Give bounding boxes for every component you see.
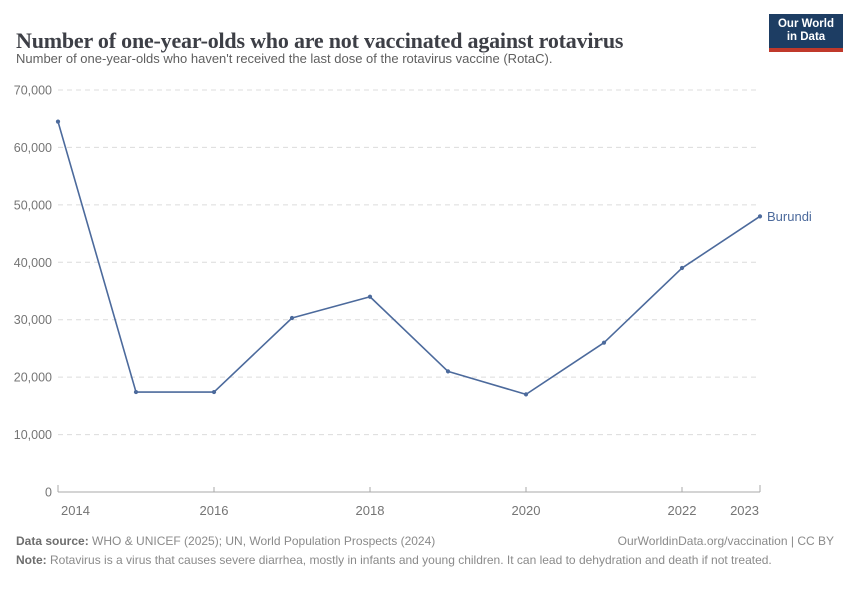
- x-axis-tick-label: 2018: [356, 503, 385, 518]
- note-label: Note:: [16, 553, 47, 567]
- page-title: Number of one-year-olds who are not vacc…: [16, 27, 624, 53]
- y-axis-tick-label: 0: [45, 486, 52, 500]
- y-axis-tick-label: 50,000: [14, 198, 52, 212]
- y-axis-tick-label: 60,000: [14, 141, 52, 155]
- owid-logo-line2: in Data: [786, 31, 826, 43]
- y-axis-tick-label: 20,000: [14, 371, 52, 385]
- series-line[interactable]: [57, 120, 761, 396]
- owid-logo-line1: Our World: [777, 18, 834, 30]
- data-source-label: Data source:: [16, 534, 89, 548]
- data-point[interactable]: [523, 392, 529, 397]
- owid-link[interactable]: OurWorldinData.org/vaccination | CC BY: [617, 534, 834, 548]
- data-source-text: WHO & UNICEF (2025); UN, World Populatio…: [88, 534, 436, 548]
- chart-subtitle: Number of one-year-olds who haven't rece…: [16, 51, 553, 66]
- x-axis-tick-label: 2014: [61, 503, 90, 518]
- x-axis-tick-label: 2020: [512, 503, 541, 518]
- data-point[interactable]: [289, 315, 295, 321]
- data-point[interactable]: [445, 369, 451, 374]
- line-chart[interactable]: 0 10,000 20,000 30,000 40,000 50,000 60,000 70,…: [0, 78, 850, 523]
- y-axis-tick-label: 70,000: [14, 84, 52, 98]
- data-point[interactable]: [601, 340, 607, 345]
- y-axis-tick-label: 40,000: [14, 256, 52, 270]
- y-axis-tick-label: 30,000: [14, 313, 52, 327]
- data-point[interactable]: [211, 389, 217, 395]
- note-text: Rotavirus is a virus that causes severe …: [46, 553, 772, 567]
- series-end-label: Burundi: [767, 209, 812, 224]
- x-axis-tick-label: 2016: [200, 503, 229, 518]
- chart-note: Note: Rotavirus is a virus that causes s…: [16, 552, 806, 569]
- data-point[interactable]: [757, 214, 763, 219]
- chart-footer: Data source: WHO & UNICEF (2025); UN, Wo…: [16, 533, 834, 569]
- data-point[interactable]: [679, 265, 685, 271]
- data-point[interactable]: [55, 119, 61, 124]
- data-point[interactable]: [133, 389, 139, 395]
- y-axis-tick-label: 10,000: [14, 428, 52, 442]
- owid-logo[interactable]: Our World in Data: [769, 14, 843, 52]
- x-axis-tick-label: 2022: [668, 503, 697, 518]
- data-source: Data source: WHO & UNICEF (2025); UN, Wo…: [16, 533, 435, 550]
- x-axis-tick-label: 2023: [730, 503, 759, 518]
- data-point[interactable]: [367, 294, 373, 299]
